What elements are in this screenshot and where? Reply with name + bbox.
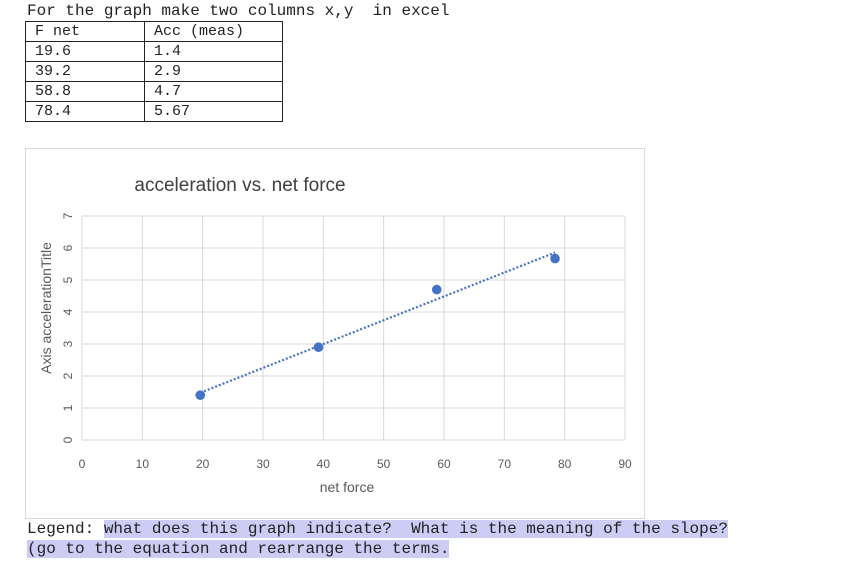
legend-question-line1: what does this graph indicate? What is t…	[103, 520, 728, 538]
legend-label: Legend:	[27, 520, 95, 538]
table-cell: 5.67	[144, 101, 283, 122]
data-point	[313, 342, 324, 353]
y-tick-label: 4	[61, 308, 75, 315]
x-tick-label: 30	[256, 457, 270, 471]
data-point	[195, 390, 206, 401]
legend-question-line2: (go to the equation and rearrange the te…	[27, 540, 450, 558]
y-tick-label: 6	[61, 244, 75, 251]
y-tick-label: 2	[61, 372, 75, 379]
table-cell: 4.7	[144, 81, 283, 102]
trendline	[199, 251, 556, 394]
table-row: 58.8 4.7	[25, 81, 283, 102]
table-header-row: F net Acc (meas)	[25, 21, 283, 42]
x-tick-label: 80	[558, 457, 572, 471]
gridlines	[81, 215, 626, 441]
legend-prompt: Legend: what does this graph indicate? W…	[27, 519, 728, 559]
table-row: 19.6 1.4	[25, 41, 283, 62]
table-cell: 1.4	[144, 41, 283, 62]
x-axis-label: net force	[320, 479, 375, 495]
y-axis-label: Axis accelerationTitle	[38, 242, 54, 374]
x-tick-label: 60	[437, 457, 451, 471]
x-tick-label: 0	[79, 457, 86, 471]
x-tick-label: 20	[196, 457, 210, 471]
instruction-text: For the graph make two columns x,y in ex…	[27, 2, 450, 20]
y-tick-label: 7	[61, 212, 75, 219]
x-tick-label: 40	[317, 457, 331, 471]
table-cell: 19.6	[25, 41, 145, 62]
table-cell: 78.4	[25, 101, 145, 122]
data-table: F net Acc (meas) 19.6 1.4 39.2 2.9 58.8 …	[25, 21, 283, 122]
x-tick-label: 50	[377, 457, 391, 471]
x-tick-label: 70	[498, 457, 512, 471]
chart-title: acceleration vs. net force	[134, 175, 345, 196]
x-tick-label: 90	[618, 457, 632, 471]
y-tick-label: 5	[61, 276, 75, 283]
column-header-acc: Acc (meas)	[144, 21, 283, 42]
x-tick-label: 10	[136, 457, 150, 471]
tick-labels: 0 10 20 30 40 50 60 70 80 90 0 1 2 3 4 5 6 7	[61, 212, 632, 471]
table-cell: 58.8	[25, 81, 145, 102]
data-points	[195, 253, 560, 401]
table-row: 78.4 5.67	[25, 101, 283, 122]
trendline-line	[199, 251, 556, 394]
y-tick-label: 0	[61, 436, 75, 443]
chart-area	[25, 148, 645, 519]
table-cell: 39.2	[25, 61, 145, 82]
y-tick-label: 3	[61, 340, 75, 347]
data-point	[431, 284, 442, 295]
y-tick-label: 1	[61, 404, 75, 411]
data-point	[550, 253, 560, 264]
